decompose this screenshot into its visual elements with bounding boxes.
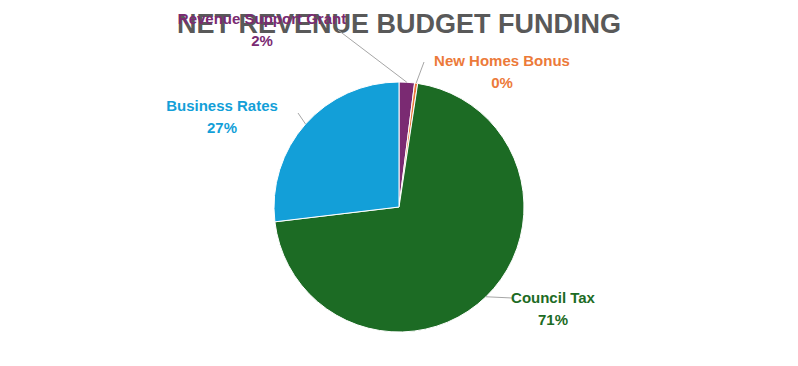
slice-name: Council Tax <box>511 289 596 306</box>
leader-line <box>298 113 306 124</box>
leader-line <box>486 297 512 298</box>
slices <box>274 82 524 332</box>
slice-value-label: 2% <box>251 32 273 49</box>
pie-slice <box>274 82 399 222</box>
slice-name: Revenue Support Grant <box>178 10 346 27</box>
leader-line <box>416 62 424 83</box>
slice-name: New Homes Bonus <box>434 52 570 69</box>
chart-svg: NET REVENUE BUDGET FUNDINGRevenue Suppor… <box>0 0 798 366</box>
labels: Revenue Support Grant 2% New Homes Bonus 0%… <box>166 10 595 328</box>
slice-name: Business Rates <box>166 97 278 114</box>
slice-value-label: 27% <box>207 119 237 136</box>
slice-value-label: 0% <box>491 74 513 91</box>
chart-title: NET REVENUE BUDGET FUNDING <box>177 9 621 39</box>
slice-value-label: 71% <box>538 311 568 328</box>
leader-line <box>338 30 407 82</box>
chart-container: NET REVENUE BUDGET FUNDINGRevenue Suppor… <box>0 0 798 366</box>
